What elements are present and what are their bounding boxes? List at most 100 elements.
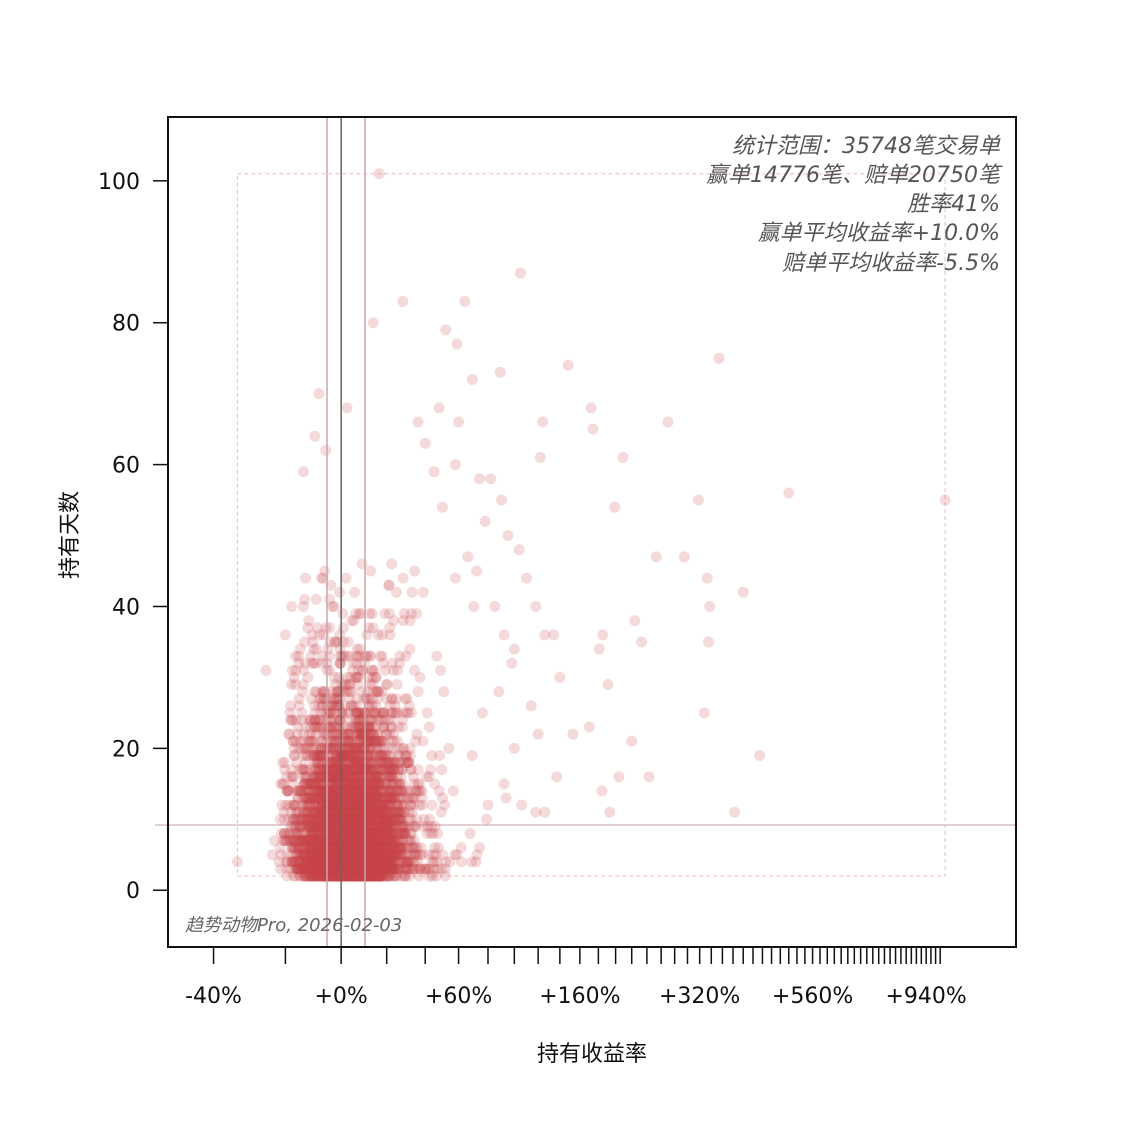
scatter-point (341, 863, 353, 875)
scatter-point (348, 799, 360, 811)
scatter-point (317, 806, 329, 818)
scatter-point (363, 870, 375, 882)
scatter-point (339, 842, 351, 854)
scatter-point (300, 870, 312, 882)
scatter-point (341, 785, 353, 797)
scatter-point (316, 863, 328, 875)
scatter-point (328, 835, 340, 847)
scatter-point (314, 842, 326, 854)
scatter-point (330, 813, 342, 825)
scatter-point (353, 792, 365, 804)
scatter-point (377, 842, 389, 854)
scatter-point (343, 863, 355, 875)
scatter-point (331, 764, 343, 776)
scatter-point (307, 636, 319, 648)
scatter-point (426, 799, 438, 811)
scatter-point (313, 842, 325, 854)
scatter-point (375, 792, 387, 804)
scatter-point (395, 842, 407, 854)
scatter-point (307, 856, 319, 868)
scatter-point (376, 806, 388, 818)
scatter-point (352, 806, 364, 818)
scatter-point (330, 827, 342, 839)
scatter-point (346, 813, 358, 825)
scatter-point (388, 707, 400, 719)
scatter-point (350, 835, 362, 847)
scatter-point (344, 842, 356, 854)
scatter-point (332, 636, 344, 648)
scatter-point (385, 806, 397, 818)
scatter-point (351, 842, 363, 854)
scatter-point (310, 799, 322, 811)
scatter-point (294, 863, 306, 875)
scatter-point (347, 778, 359, 790)
scatter-point (334, 643, 346, 655)
scatter-point (386, 558, 398, 570)
scatter-point (345, 827, 357, 839)
scatter-point (358, 742, 370, 754)
scatter-point (396, 842, 408, 854)
scatter-point (436, 764, 448, 776)
scatter-point (315, 792, 327, 804)
scatter-point (281, 856, 293, 868)
scatter-point (344, 856, 356, 868)
scatter-point (320, 849, 332, 861)
scatter-point (326, 849, 338, 861)
scatter-point (294, 835, 306, 847)
scatter-point (369, 856, 381, 868)
scatter-point (295, 785, 307, 797)
scatter-point (336, 707, 348, 719)
scatter-point (337, 757, 349, 769)
scatter-point (368, 820, 380, 832)
scatter-point (381, 799, 393, 811)
scatter-point (363, 863, 375, 875)
scatter-point (326, 835, 338, 847)
scatter-point (330, 742, 342, 754)
scatter-point (360, 842, 372, 854)
scatter-point (316, 870, 328, 882)
scatter-point (363, 813, 375, 825)
scatter-point (360, 842, 372, 854)
scatter-point (357, 863, 369, 875)
scatter-point (268, 835, 280, 847)
scatter-point (358, 827, 370, 839)
scatter-point (308, 820, 320, 832)
scatter-point (349, 870, 361, 882)
scatter-point (370, 835, 382, 847)
scatter-point (328, 835, 340, 847)
scatter-point (334, 827, 346, 839)
scatter-point (343, 806, 355, 818)
scatter-point (386, 842, 398, 854)
scatter-point (349, 827, 361, 839)
scatter-point (345, 856, 357, 868)
scatter-point (302, 792, 314, 804)
scatter-point (327, 827, 339, 839)
scatter-point (329, 792, 341, 804)
scatter-point (363, 856, 375, 868)
data-range-box (236, 173, 946, 877)
scatter-point (342, 749, 354, 761)
scatter-point (354, 707, 366, 719)
scatter-point (390, 870, 402, 882)
scatter-point (349, 785, 361, 797)
scatter-point (305, 735, 317, 747)
scatter-point (320, 686, 332, 698)
scatter-point (372, 849, 384, 861)
scatter-point (363, 856, 375, 868)
scatter-point (357, 842, 369, 854)
scatter-point (315, 842, 327, 854)
scatter-point (317, 820, 329, 832)
scatter-point (330, 820, 342, 832)
scatter-point (290, 735, 302, 747)
scatter-point (350, 806, 362, 818)
scatter-point (345, 849, 357, 861)
scatter-point (351, 771, 363, 783)
scatter-point (337, 608, 349, 620)
scatter-point (331, 863, 343, 875)
scatter-point (328, 600, 340, 612)
scatter-point (279, 757, 291, 769)
scatter-point (375, 799, 387, 811)
scatter-point (337, 870, 349, 882)
scatter-point (403, 757, 415, 769)
scatter-point (378, 827, 390, 839)
